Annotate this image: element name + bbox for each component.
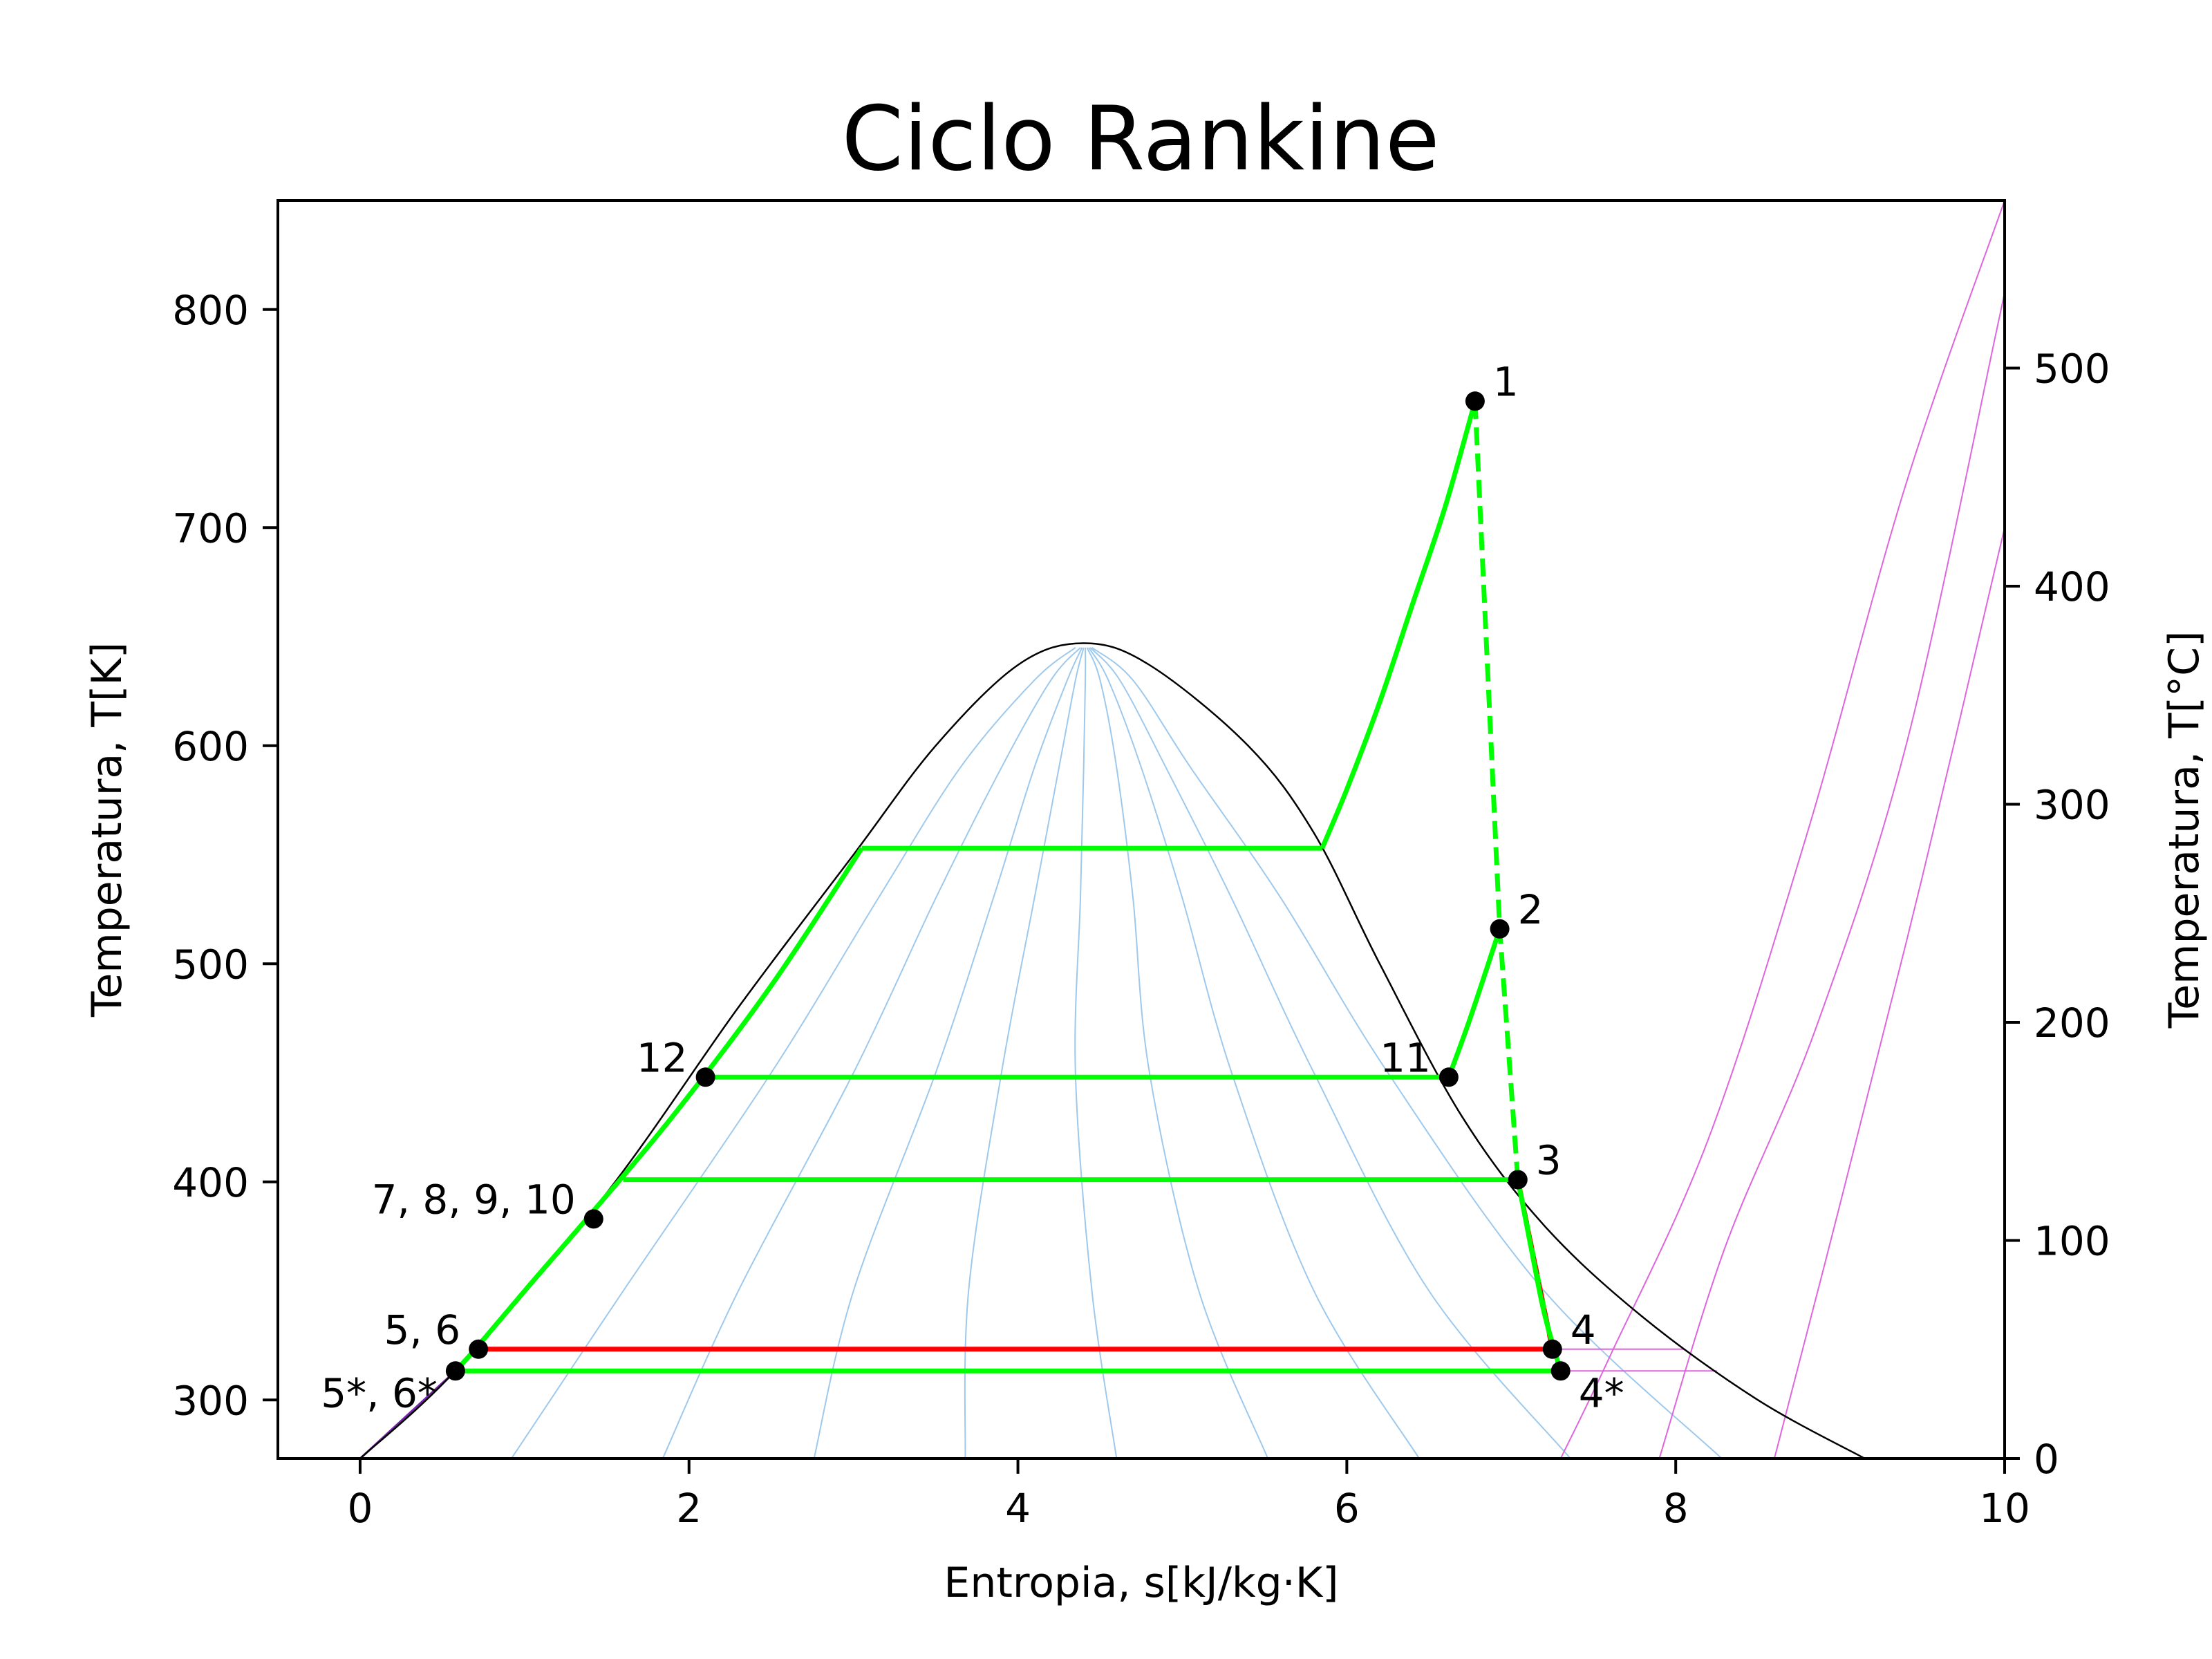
y-tick-label: 700 bbox=[172, 505, 249, 552]
x-tick-label: 10 bbox=[1979, 1485, 2030, 1532]
quality-line-1 bbox=[510, 647, 1076, 1459]
state-point-2 bbox=[1490, 919, 1510, 939]
y-tick-label: 500 bbox=[172, 941, 249, 988]
y-right-tick-label: 100 bbox=[2034, 1217, 2110, 1264]
axes-frame bbox=[276, 199, 2006, 1460]
y-right-tick-label: 500 bbox=[2034, 345, 2110, 392]
quality-line-2 bbox=[662, 647, 1081, 1459]
y-right-tick-label: 300 bbox=[2034, 781, 2110, 828]
state-point-label-5: 3 bbox=[1536, 1137, 1562, 1184]
cycle-segment-5 bbox=[1446, 928, 1502, 1078]
state-point-label-4: 12 bbox=[637, 1034, 688, 1081]
isobar-1 bbox=[1559, 200, 2005, 1459]
y-axis-right-label: Temperatura, T[°C] bbox=[2160, 631, 2209, 1029]
y-axis-left: 300 400 500 600 700 800 bbox=[172, 287, 278, 1424]
state-point-label-1: 1 bbox=[1493, 358, 1519, 405]
quality-line-4 bbox=[964, 647, 1085, 1459]
x-axis-label: Entropia, s[kJ/kg·K] bbox=[944, 1559, 1338, 1607]
x-tick-label: 8 bbox=[1663, 1485, 1689, 1532]
state-point-label-2: 2 bbox=[1518, 886, 1544, 933]
state-point-6 bbox=[583, 1209, 603, 1229]
y-tick-label: 800 bbox=[172, 287, 249, 334]
cycle-segment-1 bbox=[453, 847, 864, 1373]
y-axis-label: Temperatura, T[K] bbox=[83, 642, 131, 1018]
plot-area bbox=[359, 200, 2005, 1459]
state-point-label-8: 4* bbox=[1579, 1369, 1624, 1416]
quality-line-3 bbox=[813, 647, 1083, 1459]
y-right-tick-label: 200 bbox=[2034, 1000, 2110, 1047]
state-point-5 bbox=[1508, 1170, 1528, 1190]
saturation-dome bbox=[359, 642, 1866, 1459]
state-point-8 bbox=[1550, 1361, 1571, 1381]
chart-title: Ciclo Rankine bbox=[841, 88, 1439, 191]
isobar-3 bbox=[1773, 527, 2005, 1459]
y-tick-label: 600 bbox=[172, 723, 249, 770]
x-tick-label: 2 bbox=[676, 1485, 702, 1532]
state-point-label-3: 11 bbox=[1380, 1034, 1431, 1081]
state-point-label-10: 5*, 6* bbox=[321, 1369, 438, 1416]
cycle-segment-3 bbox=[1320, 400, 1478, 850]
state-point-9 bbox=[469, 1339, 489, 1359]
state-point-label-9: 5, 6 bbox=[384, 1306, 461, 1353]
x-tick-label: 0 bbox=[347, 1485, 373, 1532]
state-point-1 bbox=[1465, 391, 1485, 411]
cycle-segment-4 bbox=[1472, 401, 1555, 1350]
y-right-tick-label: 400 bbox=[2034, 563, 2110, 610]
state-point-4 bbox=[695, 1067, 715, 1087]
isobar-2 bbox=[1658, 285, 2005, 1459]
state-point-label-7: 4 bbox=[1571, 1306, 1596, 1353]
quality-line-5 bbox=[1074, 647, 1118, 1459]
y-tick-label: 300 bbox=[172, 1377, 249, 1424]
y-right-tick-label: 0 bbox=[2034, 1436, 2059, 1483]
x-axis: 0 2 4 6 8 10 bbox=[347, 1459, 2030, 1532]
state-point-10 bbox=[445, 1361, 465, 1381]
y-axis-right: 0 100 200 300 400 500 bbox=[2005, 345, 2110, 1483]
quality-line-8 bbox=[1089, 647, 1571, 1459]
x-tick-label: 4 bbox=[1005, 1485, 1031, 1532]
quality-line-6 bbox=[1086, 647, 1269, 1459]
state-point-3 bbox=[1438, 1067, 1459, 1087]
state-point-7 bbox=[1542, 1339, 1562, 1359]
x-tick-label: 6 bbox=[1334, 1485, 1360, 1532]
state-point-label-6: 7, 8, 9, 10 bbox=[372, 1176, 576, 1223]
quality-line-7 bbox=[1088, 647, 1420, 1459]
quality-line-9 bbox=[1091, 647, 1723, 1459]
y-tick-label: 400 bbox=[172, 1159, 249, 1206]
